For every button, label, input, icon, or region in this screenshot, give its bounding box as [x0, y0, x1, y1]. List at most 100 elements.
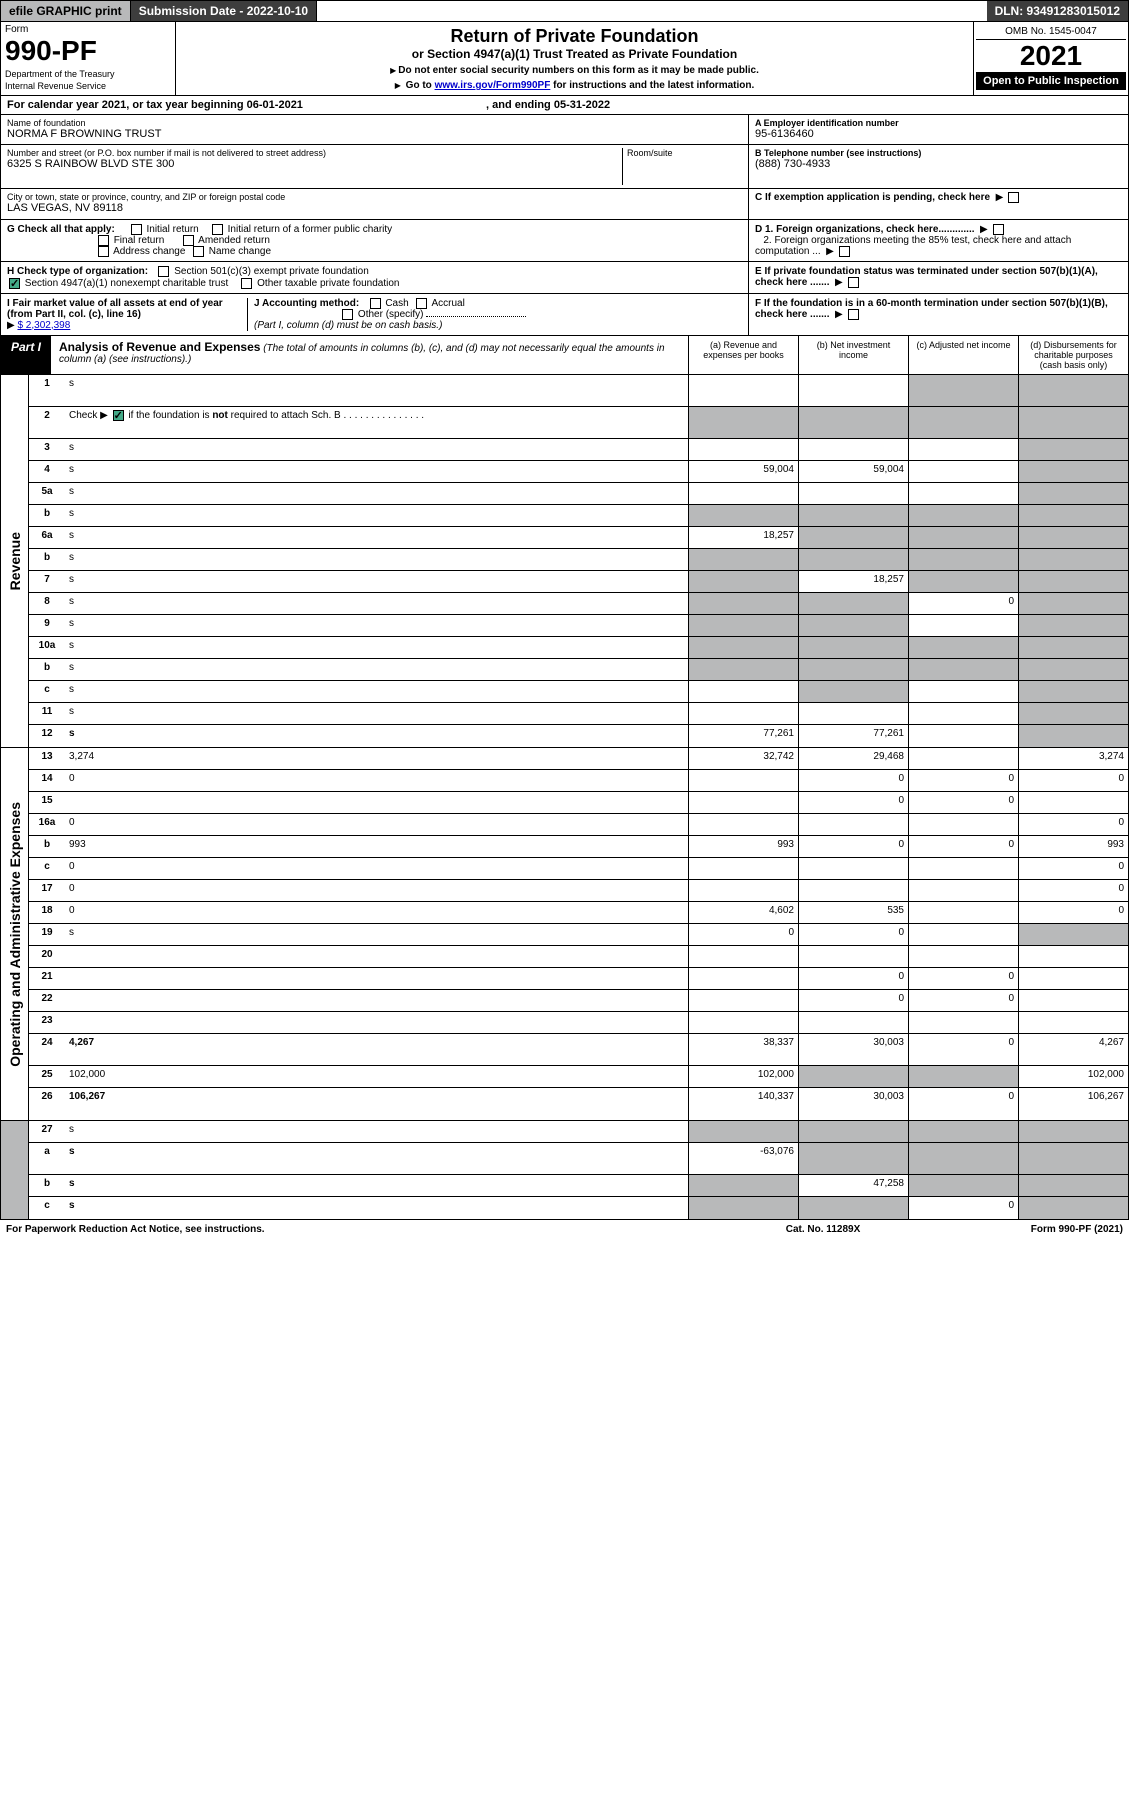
- line-description: s: [65, 375, 688, 406]
- cb-other-acct[interactable]: [342, 309, 353, 320]
- omb-number: OMB No. 1545-0047: [976, 24, 1126, 40]
- cell-d: [1018, 527, 1128, 548]
- table-row: 9s: [29, 615, 1128, 637]
- line-number: 25: [29, 1066, 65, 1087]
- cell-d: [1018, 1175, 1128, 1196]
- cb-name[interactable]: [193, 246, 204, 257]
- line-description: s: [65, 1175, 688, 1196]
- cell-c: [908, 1012, 1018, 1033]
- cb-d1[interactable]: [993, 224, 1004, 235]
- fmv-link[interactable]: $ 2,302,398: [17, 320, 70, 331]
- cell-d: 0: [1018, 814, 1128, 835]
- cb-501c3[interactable]: [158, 266, 169, 277]
- dept-treasury: Department of the Treasury: [5, 69, 171, 79]
- table-row: cs: [29, 681, 1128, 703]
- cb-amended[interactable]: [183, 235, 194, 246]
- cell-d: 0: [1018, 858, 1128, 879]
- cell-d: 0: [1018, 902, 1128, 923]
- cell-d: [1018, 792, 1128, 813]
- cell-d: [1018, 483, 1128, 504]
- line-number: 27: [29, 1121, 65, 1142]
- cell-c: [908, 659, 1018, 680]
- line-number: 26: [29, 1088, 65, 1120]
- cell-b: 0: [798, 770, 908, 791]
- col-a-header: (a) Revenue and expenses per books: [688, 336, 798, 374]
- part-i-label: Part I: [1, 336, 51, 374]
- cb-initial-former[interactable]: [212, 224, 223, 235]
- table-row: 2Check ▶ if the foundation is not requir…: [29, 407, 1128, 439]
- line-number: 15: [29, 792, 65, 813]
- cell-b: 59,004: [798, 461, 908, 482]
- table-row: 7s18,257: [29, 571, 1128, 593]
- cb-other-tax[interactable]: [241, 278, 252, 289]
- checkbox-c[interactable]: [1008, 192, 1019, 203]
- f-check: F If the foundation is in a 60-month ter…: [748, 294, 1128, 335]
- line-number: 19: [29, 924, 65, 945]
- exemption-pending-cell: C If exemption application is pending, c…: [749, 189, 1128, 219]
- line-number: 20: [29, 946, 65, 967]
- cell-c: 0: [908, 792, 1018, 813]
- cell-c: 0: [908, 1034, 1018, 1065]
- line-description: s: [65, 483, 688, 504]
- cb-address[interactable]: [98, 246, 109, 257]
- page-footer: For Paperwork Reduction Act Notice, see …: [0, 1220, 1129, 1239]
- cell-a: [688, 1121, 798, 1142]
- table-row: 2100: [29, 968, 1128, 990]
- cb-4947[interactable]: [9, 278, 20, 289]
- irs-link[interactable]: www.irs.gov/Form990PF: [435, 80, 551, 91]
- g-checks: G Check all that apply: Initial return I…: [1, 220, 748, 261]
- tax-year: 2021: [976, 40, 1126, 72]
- line-description: s: [65, 725, 688, 747]
- cb-e[interactable]: [848, 277, 859, 288]
- cell-c: [908, 407, 1018, 438]
- cell-a: [688, 637, 798, 658]
- cb-f[interactable]: [848, 309, 859, 320]
- cell-b: [798, 946, 908, 967]
- dept-irs: Internal Revenue Service: [5, 81, 171, 91]
- cell-d: [1018, 407, 1128, 438]
- cell-c: [908, 505, 1018, 526]
- cell-d: [1018, 571, 1128, 592]
- cell-b: [798, 549, 908, 570]
- line-description: s: [65, 659, 688, 680]
- table-row: 12s77,26177,261: [29, 725, 1128, 747]
- cb-initial[interactable]: [131, 224, 142, 235]
- line-number: 8: [29, 593, 65, 614]
- cell-a: [688, 505, 798, 526]
- table-row: 133,27432,74229,4683,274: [29, 748, 1128, 770]
- efile-print-btn[interactable]: efile GRAPHIC print: [1, 1, 131, 21]
- line-description: 0: [65, 814, 688, 835]
- cell-b: 0: [798, 990, 908, 1011]
- cell-d: [1018, 1012, 1128, 1033]
- line-number: 17: [29, 880, 65, 901]
- cell-a: [688, 858, 798, 879]
- line-number: 4: [29, 461, 65, 482]
- cell-b: 0: [798, 792, 908, 813]
- line-description: s: [65, 615, 688, 636]
- table-row: as-63,076: [29, 1143, 1128, 1175]
- cell-a: 18,257: [688, 527, 798, 548]
- line-number: 2: [29, 407, 65, 438]
- cb-cash[interactable]: [370, 298, 381, 309]
- submission-date: Submission Date - 2022-10-10: [131, 1, 317, 21]
- cell-b: 18,257: [798, 571, 908, 592]
- cb-final[interactable]: [98, 235, 109, 246]
- cell-a: [688, 880, 798, 901]
- cell-b: 0: [798, 836, 908, 857]
- cell-d: 102,000: [1018, 1066, 1128, 1087]
- cell-d: [1018, 924, 1128, 945]
- cb-accrual[interactable]: [416, 298, 427, 309]
- dln: DLN: 93491283015012: [987, 1, 1128, 21]
- cell-c: 0: [908, 770, 1018, 791]
- cell-c: [908, 461, 1018, 482]
- cell-a: [688, 407, 798, 438]
- cell-d: [1018, 461, 1128, 482]
- table-row: 8s0: [29, 593, 1128, 615]
- form-label: Form: [5, 24, 171, 35]
- cell-b: [798, 681, 908, 702]
- cell-b: [798, 1121, 908, 1142]
- cell-b: [798, 407, 908, 438]
- cb-d2[interactable]: [839, 246, 850, 257]
- table-row: 3s: [29, 439, 1128, 461]
- cell-d: 993: [1018, 836, 1128, 857]
